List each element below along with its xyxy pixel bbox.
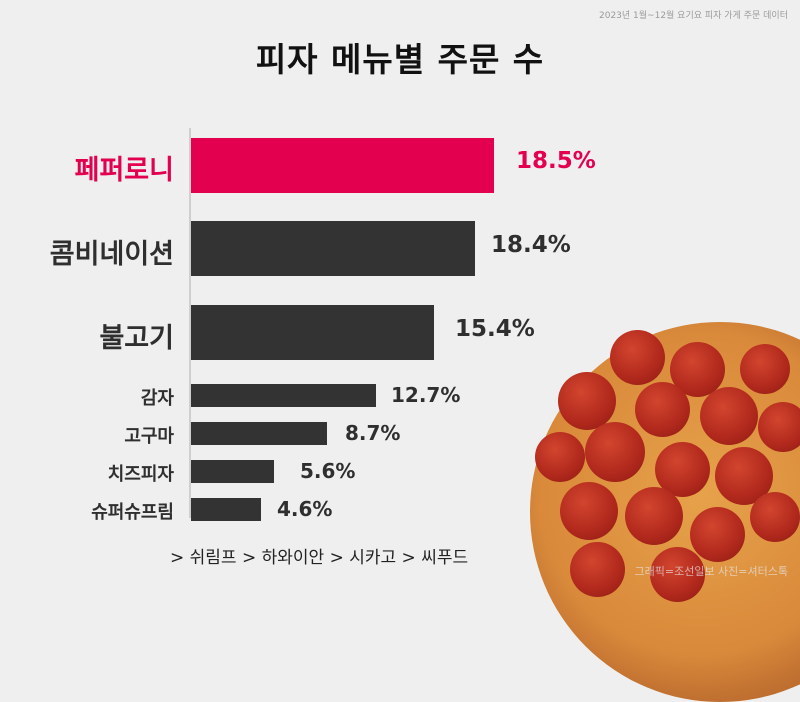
bar-value: 8.7% <box>345 421 401 445</box>
bar-row: 감자 12.7% <box>0 383 800 409</box>
source-note: 2023년 1월~12월 요기요 피자 가게 주문 데이터 <box>599 11 788 21</box>
bar-row: 고구마 8.7% <box>0 421 800 447</box>
photo-credit: 그래픽=조선일보 사진=셔터스톡 <box>634 565 789 578</box>
bar-value: 12.7% <box>391 383 461 407</box>
bar-label: 치즈피자 <box>107 464 174 485</box>
bar-row: 페퍼로니 18.5% <box>0 136 800 194</box>
bar-label: 슈퍼슈프림 <box>91 502 174 523</box>
bar-combination <box>191 221 475 276</box>
bar-bulgogi <box>191 305 434 360</box>
chart-title: 피자 메뉴별 주문 수 <box>255 40 545 79</box>
bar-value: 15.4% <box>455 316 535 342</box>
pizza-image <box>530 322 800 702</box>
bar-label: 감자 <box>140 388 174 409</box>
bar-label: 불고기 <box>99 323 174 354</box>
bar-row: 슈퍼슈프림 4.6% <box>0 497 800 523</box>
bar-row: 불고기 15.4% <box>0 304 800 362</box>
bar-row: 치즈피자 5.6% <box>0 459 800 485</box>
bar-value: 18.5% <box>516 148 596 174</box>
other-menus-note: > 쉬림프 > 하와이안 > 시카고 > 씨푸드 <box>170 548 469 568</box>
y-axis-line <box>189 128 191 518</box>
bar-cheese <box>191 460 274 483</box>
bar-label: 페퍼로니 <box>74 155 174 186</box>
bar-value: 4.6% <box>277 497 333 521</box>
bar-label: 고구마 <box>124 426 174 447</box>
bar-sweet-potato <box>191 422 327 445</box>
bar-label: 콤비네이션 <box>49 239 174 270</box>
bar-super-supreme <box>191 498 261 521</box>
bar-value: 5.6% <box>300 459 356 483</box>
bar-value: 18.4% <box>491 232 571 258</box>
bar-pepperoni <box>191 138 494 193</box>
bar-potato <box>191 384 376 407</box>
bar-row: 콤비네이션 18.4% <box>0 220 800 278</box>
